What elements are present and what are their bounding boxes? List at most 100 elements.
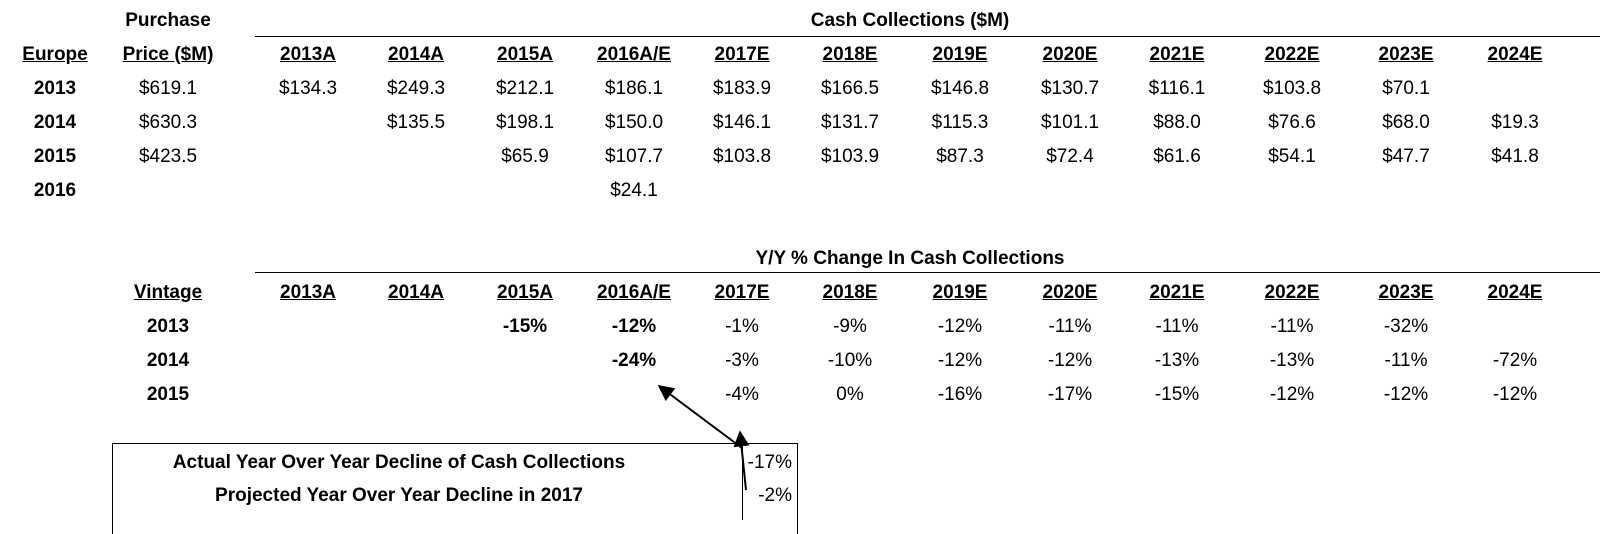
- cash-collection-cell: $135.5: [386, 112, 446, 133]
- yoy-year-header-2017e: 2017E: [714, 282, 770, 303]
- yoy-vintage-label-2013: 2013: [146, 316, 190, 337]
- cash-collection-cell: $70.1: [1382, 78, 1430, 99]
- cash-collection-cell: $24.1: [610, 180, 658, 201]
- cash-collection-cell: $103.8: [712, 146, 772, 167]
- yoy-vintage-label-2015: 2015: [146, 384, 190, 405]
- yoy-year-header-2021e: 2021E: [1149, 282, 1205, 303]
- yoy-vintage-label-2014: 2014: [146, 350, 190, 371]
- yoy-year-header-2020e: 2020E: [1042, 282, 1098, 303]
- projected-decline-label: Projected Year Over Year Decline in 2017: [215, 485, 583, 506]
- cash-collection-cell: $107.7: [604, 146, 664, 167]
- summary-box: [112, 443, 798, 534]
- europe-row-header: Europe: [22, 44, 88, 65]
- year-header-2016a-e: 2016A/E: [597, 44, 671, 65]
- yoy-change-cell: -11%: [1270, 316, 1314, 337]
- cash-collection-cell: $186.1: [604, 78, 664, 99]
- cash-collection-cell: $150.0: [604, 112, 664, 133]
- vintage-label-2015: 2015: [33, 146, 77, 167]
- vintage-label-2016: 2016: [33, 180, 77, 201]
- cash-collections-title-rule: [255, 36, 1600, 37]
- yoy-change-cell: 0%: [836, 384, 864, 405]
- yoy-change-cell: -11%: [1384, 350, 1428, 371]
- cash-collection-cell: $103.8: [1262, 78, 1322, 99]
- purchase-price-2014: $630.3: [138, 112, 198, 133]
- yoy-change-cell: -12%: [937, 316, 983, 337]
- yoy-change-cell: -11%: [1155, 316, 1199, 337]
- yoy-year-header-2016a-e: 2016A/E: [597, 282, 671, 303]
- yoy-change-cell: -4%: [725, 384, 759, 405]
- yoy-change-cell: -12%: [611, 316, 657, 337]
- cash-collection-cell: $183.9: [712, 78, 772, 99]
- yoy-change-cell: -13%: [1269, 350, 1315, 371]
- purchase-price-2013: $619.1: [138, 78, 198, 99]
- year-header-2019e: 2019E: [932, 44, 988, 65]
- cash-collection-cell: $87.3: [936, 146, 984, 167]
- cash-collection-cell: $61.6: [1153, 146, 1201, 167]
- projected-decline-value: -2%: [758, 485, 792, 506]
- yoy-change-cell: -72%: [1492, 350, 1538, 371]
- year-header-2014a: 2014A: [388, 44, 444, 65]
- cash-collection-cell: $166.5: [820, 78, 880, 99]
- cash-collection-cell: $146.1: [712, 112, 772, 133]
- cash-collection-cell: $88.0: [1153, 112, 1201, 133]
- yoy-change-cell: -12%: [1047, 350, 1093, 371]
- cash-collections-title: Cash Collections ($M): [810, 10, 1010, 31]
- annotation-arrows: [657, 385, 750, 491]
- yoy-change-cell: -15%: [502, 316, 548, 337]
- yoy-year-header-2013a: 2013A: [280, 282, 336, 303]
- actual-decline-label: Actual Year Over Year Decline of Cash Co…: [172, 452, 626, 473]
- cash-collection-cell: $65.9: [501, 146, 549, 167]
- yoy-change-cell: -16%: [937, 384, 983, 405]
- purchase-price-header-line2: Price ($M): [122, 44, 214, 65]
- cash-collection-cell: $198.1: [495, 112, 555, 133]
- yoy-year-header-2022e: 2022E: [1264, 282, 1320, 303]
- yoy-change-cell: -12%: [1383, 384, 1429, 405]
- year-header-2013a: 2013A: [280, 44, 336, 65]
- purchase-price-2015: $423.5: [138, 146, 198, 167]
- vintage-label-2013: 2013: [33, 78, 77, 99]
- yoy-year-header-2014a: 2014A: [388, 282, 444, 303]
- yoy-change-cell: -11%: [1048, 316, 1092, 337]
- year-header-2021e: 2021E: [1149, 44, 1205, 65]
- cash-collection-cell: $54.1: [1268, 146, 1316, 167]
- cash-collection-cell: $134.3: [278, 78, 338, 99]
- cash-collection-cell: $101.1: [1040, 112, 1100, 133]
- cash-collection-cell: $19.3: [1491, 112, 1539, 133]
- purchase-price-header-line1: Purchase: [125, 10, 211, 31]
- year-header-2018e: 2018E: [822, 44, 878, 65]
- cash-collection-cell: $115.3: [931, 112, 989, 133]
- cash-collection-cell: $103.9: [820, 146, 880, 167]
- year-header-2024e: 2024E: [1487, 44, 1543, 65]
- actual-decline-value: -17%: [747, 452, 792, 473]
- yoy-change-cell: -12%: [1492, 384, 1538, 405]
- arrow-to-2016-decline: [657, 385, 743, 449]
- cash-collection-cell: $41.8: [1491, 146, 1539, 167]
- yoy-year-header-2015a: 2015A: [497, 282, 553, 303]
- yoy-change-cell: -32%: [1383, 316, 1429, 337]
- cash-collection-cell: $68.0: [1382, 112, 1430, 133]
- yoy-change-cell: -10%: [827, 350, 873, 371]
- yoy-change-title-rule: [255, 272, 1600, 273]
- year-header-2017e: 2017E: [714, 44, 770, 65]
- year-header-2015a: 2015A: [497, 44, 553, 65]
- yoy-change-cell: -1%: [725, 316, 759, 337]
- cash-collection-cell: $47.7: [1382, 146, 1430, 167]
- yoy-change-cell: -12%: [1269, 384, 1315, 405]
- cash-collection-cell: $116.1: [1148, 78, 1206, 99]
- cash-collection-cell: $146.8: [930, 78, 990, 99]
- yoy-change-cell: -15%: [1154, 384, 1200, 405]
- year-header-2022e: 2022E: [1264, 44, 1320, 65]
- cash-collection-cell: $249.3: [386, 78, 446, 99]
- yoy-year-header-2024e: 2024E: [1487, 282, 1543, 303]
- yoy-change-cell: -24%: [611, 350, 657, 371]
- cash-collection-cell: $131.7: [820, 112, 880, 133]
- yoy-year-header-2018e: 2018E: [822, 282, 878, 303]
- vintage-row-header: Vintage: [133, 282, 203, 303]
- cash-collection-cell: $76.6: [1268, 112, 1316, 133]
- cash-collection-cell: $72.4: [1046, 146, 1094, 167]
- cash-collection-cell: $212.1: [495, 78, 555, 99]
- arrow-to-2017-projection: [733, 430, 750, 491]
- yoy-change-cell: -17%: [1047, 384, 1093, 405]
- year-header-2023e: 2023E: [1378, 44, 1434, 65]
- summary-box-divider: [742, 443, 743, 520]
